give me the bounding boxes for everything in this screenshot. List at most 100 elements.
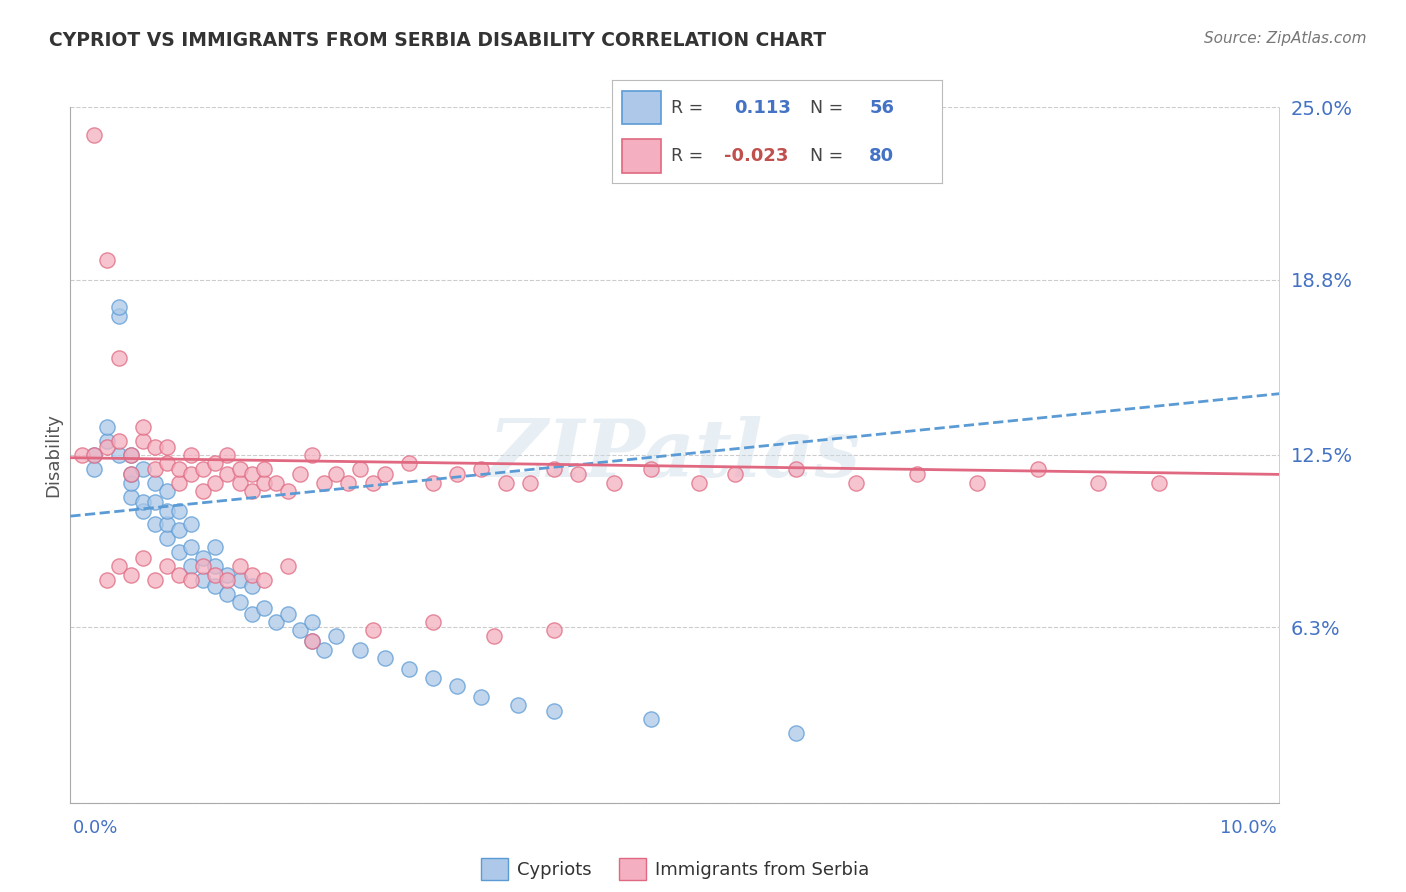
Point xyxy=(506,698,529,713)
Point xyxy=(193,462,215,476)
Point xyxy=(519,475,541,490)
Point xyxy=(204,540,226,554)
Point xyxy=(167,545,190,559)
Point xyxy=(301,634,323,648)
Point xyxy=(132,495,155,509)
Point xyxy=(143,517,166,532)
Text: CYPRIOT VS IMMIGRANTS FROM SERBIA DISABILITY CORRELATION CHART: CYPRIOT VS IMMIGRANTS FROM SERBIA DISABI… xyxy=(49,31,827,50)
Point xyxy=(96,440,118,454)
Point xyxy=(156,517,179,532)
Point xyxy=(107,448,129,462)
Point xyxy=(1087,475,1109,490)
Point xyxy=(167,475,190,490)
Point xyxy=(132,420,155,434)
Point xyxy=(143,462,166,476)
Point xyxy=(217,587,239,601)
Point xyxy=(240,467,263,482)
Point xyxy=(83,462,105,476)
Legend: Cypriots, Immigrants from Serbia: Cypriots, Immigrants from Serbia xyxy=(474,851,876,888)
Point xyxy=(240,567,263,582)
Point xyxy=(543,624,565,638)
Point xyxy=(398,662,420,676)
Point xyxy=(72,448,94,462)
Point xyxy=(83,448,105,462)
Point xyxy=(180,540,202,554)
Point xyxy=(325,629,347,643)
Point xyxy=(217,448,239,462)
Point xyxy=(470,462,492,476)
Point xyxy=(495,475,517,490)
Point xyxy=(240,579,263,593)
Point xyxy=(398,456,420,470)
Point xyxy=(845,475,868,490)
Point xyxy=(361,475,384,490)
Point xyxy=(277,484,299,499)
Point xyxy=(567,467,589,482)
Point xyxy=(603,475,626,490)
Point xyxy=(228,595,250,609)
Point xyxy=(107,301,129,315)
Point xyxy=(374,651,396,665)
Point xyxy=(228,559,250,574)
Point xyxy=(301,615,323,629)
Point xyxy=(180,467,202,482)
Point xyxy=(204,559,226,574)
Point xyxy=(422,615,444,629)
Text: N =: N = xyxy=(810,147,844,165)
Point xyxy=(193,550,215,565)
Point xyxy=(217,573,239,587)
Point xyxy=(446,467,468,482)
Point xyxy=(640,712,662,726)
Point xyxy=(180,448,202,462)
Point xyxy=(143,475,166,490)
FancyBboxPatch shape xyxy=(621,139,661,173)
Point xyxy=(785,726,807,740)
Point xyxy=(156,503,179,517)
Point xyxy=(228,573,250,587)
Point xyxy=(132,462,155,476)
Point xyxy=(240,607,263,621)
Point xyxy=(905,467,928,482)
Point xyxy=(193,573,215,587)
Point xyxy=(253,601,276,615)
Point xyxy=(277,559,299,574)
Point xyxy=(277,607,299,621)
Point xyxy=(193,559,215,574)
Point xyxy=(228,475,250,490)
Point xyxy=(543,462,565,476)
Point xyxy=(288,467,311,482)
Point xyxy=(132,550,155,565)
Text: 0.113: 0.113 xyxy=(734,99,790,117)
Point xyxy=(422,671,444,685)
Point xyxy=(96,253,118,268)
Point xyxy=(156,440,179,454)
Point xyxy=(156,456,179,470)
FancyBboxPatch shape xyxy=(621,91,661,124)
Point xyxy=(361,624,384,638)
Point xyxy=(240,484,263,499)
Point xyxy=(349,462,371,476)
Point xyxy=(228,462,250,476)
Point xyxy=(167,462,190,476)
Point xyxy=(374,467,396,482)
Point xyxy=(301,448,323,462)
Point xyxy=(132,434,155,448)
Point xyxy=(1147,475,1170,490)
Point xyxy=(120,467,142,482)
Point xyxy=(132,503,155,517)
Text: ZIPatlas: ZIPatlas xyxy=(489,417,860,493)
Point xyxy=(156,484,179,499)
Point xyxy=(288,624,311,638)
Point xyxy=(120,490,142,504)
Point xyxy=(120,467,142,482)
Point xyxy=(217,567,239,582)
Point xyxy=(253,573,276,587)
Point xyxy=(264,475,287,490)
Text: 10.0%: 10.0% xyxy=(1220,819,1277,837)
Point xyxy=(204,456,226,470)
Point xyxy=(470,690,492,704)
Point xyxy=(482,629,505,643)
Point xyxy=(204,579,226,593)
Point xyxy=(107,309,129,323)
Point xyxy=(120,567,142,582)
